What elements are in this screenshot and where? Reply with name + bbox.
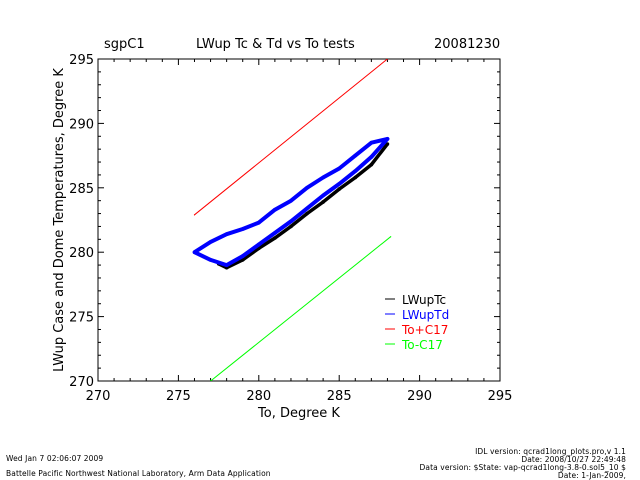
data-point-lwuptc — [289, 224, 293, 229]
y-tick-label: 290 — [69, 117, 94, 132]
data-point-lwuptd — [273, 207, 277, 212]
footer-timestamp: Wed Jan 7 02:06:07 2009 — [6, 454, 104, 463]
site-label: sgpC1 — [104, 37, 145, 52]
x-tick-label: 285 — [327, 389, 352, 404]
data-point-lwuptc — [337, 187, 342, 191]
footer-version-line-3: Data version: $State: vap-qcrad1long-3.8… — [419, 463, 626, 472]
data-point-lwuptd — [240, 227, 245, 231]
y-tick-label: 295 — [69, 53, 94, 68]
data-point-lwuptc — [305, 211, 309, 216]
footer-version-line-2: Date: 2008/10/27 22:49:48 — [521, 455, 626, 464]
data-point-to-c17 — [390, 236, 392, 238]
data-point-lwuptc — [273, 236, 277, 240]
data-point-lwuptc — [385, 142, 390, 146]
y-tick-label: 270 — [69, 375, 94, 390]
chart-title: LWup Tc & Td vs To tests — [196, 37, 355, 52]
footer-institution: Battelle Pacific Northwest National Labo… — [6, 469, 271, 478]
data-point-lwuptd — [385, 137, 390, 141]
data-point-lwuptd — [257, 220, 261, 225]
data-point-lwuptd — [192, 250, 197, 254]
footer-version-line-1: IDL version: qcrad1long_plots.pro,v 1.1 — [475, 447, 626, 456]
data-point-to-c17 — [386, 59, 389, 60]
legend-label-to-c17: To-C17 — [401, 338, 443, 352]
y-axis-label: LWup Case and Dome Temperatures, Degree … — [52, 68, 67, 372]
x-tick-label: 290 — [407, 389, 432, 404]
data-point-lwuptd — [321, 175, 325, 180]
plot-frame — [97, 58, 501, 382]
data-point-lwuptd — [369, 155, 374, 159]
data-point-lwuptd — [224, 263, 229, 267]
x-tick-label: 295 — [488, 389, 513, 404]
data-point-lwuptc — [240, 258, 245, 262]
data-point-lwuptd — [289, 198, 293, 203]
x-tick-label: 275 — [166, 389, 191, 404]
data-point-lwuptd — [224, 232, 229, 236]
data-point-lwuptd — [305, 206, 309, 211]
legend-label-lwuptc: LWupTc — [402, 293, 446, 307]
date-label: 20081230 — [434, 37, 501, 52]
data-point-lwuptd — [353, 153, 358, 158]
data-point-to-c17 — [193, 214, 196, 216]
data-point-lwuptd — [337, 182, 342, 186]
data-point-lwuptd — [208, 258, 213, 262]
y-tick-label: 280 — [69, 246, 94, 261]
x-tick-label: 280 — [246, 389, 271, 404]
x-axis-label: To, Degree K — [257, 406, 340, 421]
x-tick-label: 270 — [86, 389, 111, 404]
data-point-to-c17 — [209, 380, 212, 381]
data-point-lwuptd — [337, 166, 342, 171]
data-point-lwuptd — [289, 219, 293, 224]
series-line-to-c17 — [194, 59, 388, 216]
data-point-lwuptd — [257, 242, 261, 247]
series-layer — [192, 59, 392, 381]
data-point-lwuptd — [353, 169, 358, 173]
data-point-lwuptc — [369, 162, 374, 167]
data-point-lwuptd — [240, 254, 245, 258]
plot-layer: 270 275 280 285 290 295 270 275 280 285 290 295 To, … — [52, 53, 512, 421]
data-point-lwuptd — [208, 240, 213, 244]
footer-version-line-4: Date: 1-Jan-2009, — [557, 471, 626, 480]
data-point-lwuptd — [273, 231, 277, 235]
series-line-to-c17 — [210, 236, 392, 381]
series-line-lwuptc — [217, 142, 389, 270]
data-point-lwuptd — [369, 140, 374, 145]
data-point-lwuptd — [321, 193, 325, 198]
data-point-lwuptc — [353, 175, 358, 180]
y-tick-label: 275 — [69, 311, 94, 326]
legend-label-lwuptd: LWupTd — [402, 308, 449, 322]
legend-label-to-c17: To+C17 — [401, 323, 448, 337]
y-tick-label: 285 — [69, 182, 94, 197]
data-point-lwuptc — [321, 200, 325, 204]
data-point-lwuptd — [305, 186, 309, 190]
